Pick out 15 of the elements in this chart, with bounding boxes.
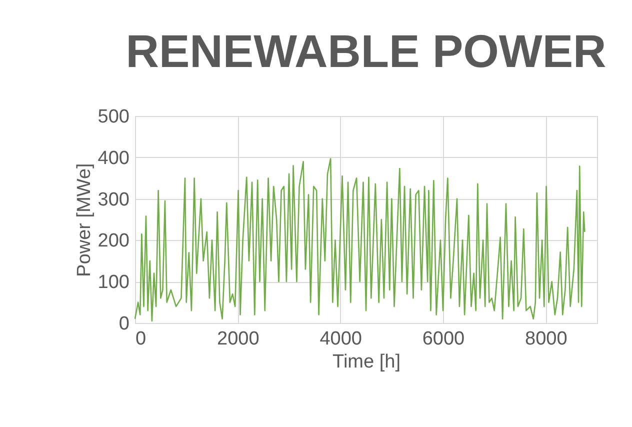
y-tick-label: 100 <box>98 272 130 294</box>
x-tick-label: 4000 <box>320 328 362 350</box>
x-axis-title: Time [h] <box>332 352 400 372</box>
y-tick-label: 200 <box>98 230 130 252</box>
x-tick-label: 8000 <box>525 328 568 350</box>
y-tick-label: 500 <box>98 106 130 128</box>
line-series <box>134 158 586 322</box>
x-tick-label: 2000 <box>217 328 260 350</box>
x-tick-label: 0 <box>136 328 146 350</box>
y-tick-label: 0 <box>118 314 130 334</box>
y-axis-title: Power [MWe] <box>74 163 95 277</box>
y-tick-label: 400 <box>98 148 130 169</box>
chart-title: RENEWABLE POWER <box>126 25 606 77</box>
x-tick-label: 6000 <box>422 328 465 350</box>
y-tick-label: 300 <box>98 189 130 210</box>
